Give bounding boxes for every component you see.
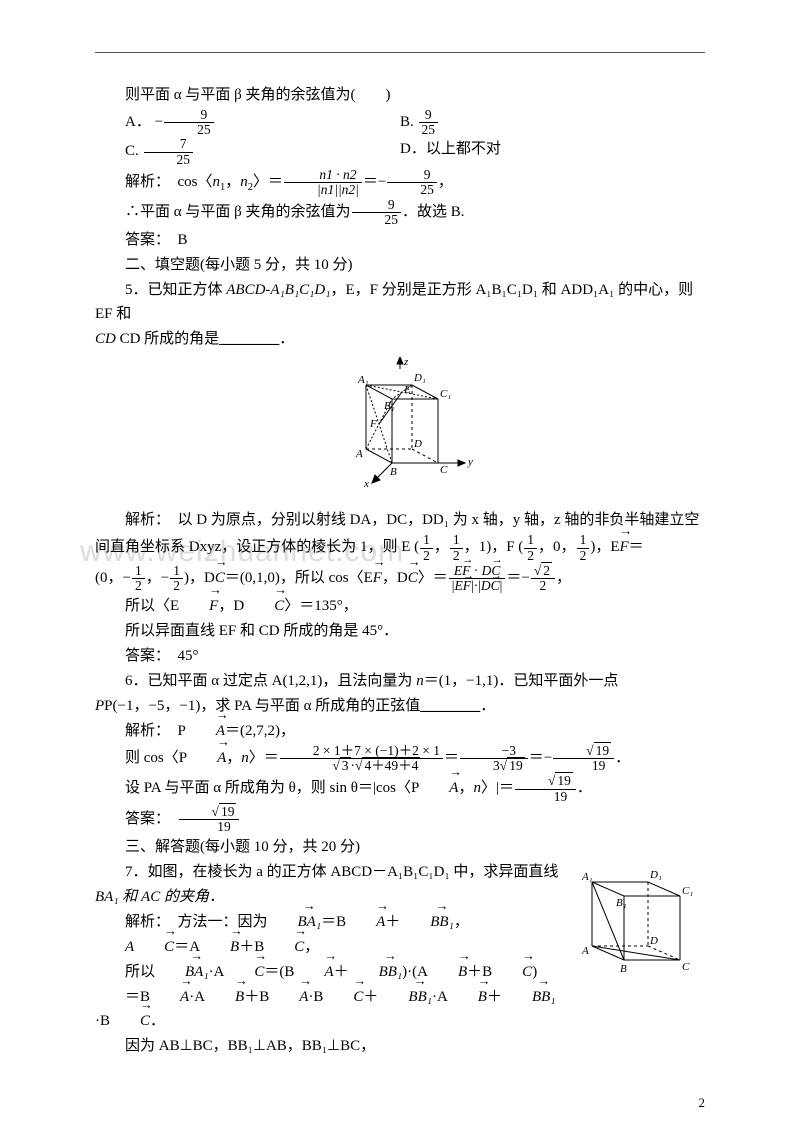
q5-figure: A₁ D₁ C₁ B₁ A D C B E F z y x [95,357,705,502]
q5-l2: CD CD 所成的角是________． [95,327,705,351]
svg-text:A₁: A₁ [581,871,593,883]
q4-sol1: 解析： cos〈n1，n2〉＝n1 · n2|n1||n2|＝−925， [95,168,705,197]
q4-sol2: ∴平面 α 与平面 β 夹角的余弦值为925．故选 B. [95,198,705,227]
q7-sol5: 因为 AB⊥BC，BB₁⊥AB，BB₁⊥BC， [95,1034,705,1058]
q4-B-label: B. [400,114,414,130]
q5-ans: 答案： 45° [95,644,705,668]
q5-sol4: 所以〈E→F，D→C〉＝135°， [95,594,705,618]
q4-ans: 答案： B [95,228,705,252]
svg-text:A: A [355,448,363,460]
q5-sol5: 所以异面直线 EF 和 CD 所成的角是 45°． [95,619,705,643]
section2-title: 二、填空题(每小题 5 分，共 10 分) [95,253,705,277]
svg-text:y: y [467,456,473,468]
q4-A-label: A． [125,114,151,130]
svg-text:B₁: B₁ [384,400,395,412]
svg-text:F: F [369,418,377,430]
q4-stem: 则平面 α 与平面 β 夹角的余弦值为( ) [95,83,705,107]
q4-A-sign: − [155,114,163,130]
q5-l1: 5．已知正方体 ABCD­-A₁B₁C₁D₁，E，F 分别是正方形 A₁B₁C₁… [95,278,705,326]
content: 则平面 α 与平面 β 夹角的余弦值为( ) A． −925 B. 925 C.… [95,83,705,1058]
q4-C-label: C. [125,143,139,159]
q6-ans: 答案： √1919 [95,805,705,834]
q7-figure: A₁ D₁ C₁ B₁ A D C B [570,860,705,985]
svg-text:A₁: A₁ [357,374,369,386]
svg-text:D₁: D₁ [413,372,426,384]
q4-opts-row2: C. 725 D．以上都不对 [95,137,705,166]
svg-text:C₁: C₁ [440,388,451,400]
svg-text:E: E [403,384,411,396]
svg-text:C: C [682,961,690,973]
svg-text:z: z [403,357,409,368]
svg-text:C₁: C₁ [682,885,693,897]
svg-text:D: D [413,438,422,450]
q4-opts-row1: A． −925 B. 925 [95,108,705,137]
q6-l1: 6．已知平面 α 过定点 A(1,2,1)，且法向量为 n＝(1，−1,1)．已… [95,669,705,693]
q6-sol3: 设 PA 与平面 α 所成角为 θ，则 sin θ＝|cos〈P→A，n〉|＝√… [95,774,705,803]
q7-sol4: ＝B→A·A→B＋B→A·B→C＋→BB₁·A→B＋→BB₁·B→C． [95,985,705,1033]
q5-sol1: 解析： 以 D 为原点，分别以射线 DA，DC，DD₁ 为 x 轴，y 轴，z … [95,508,705,532]
svg-text:B: B [620,963,627,975]
svg-text:x: x [363,478,369,490]
section3-title: 三、解答题(每小题 10 分，共 20 分) [95,835,705,859]
svg-text:A: A [581,945,589,957]
page-number: 2 [699,1093,706,1114]
q4-D: D．以上都不对 [400,137,705,166]
svg-text:C: C [440,464,448,476]
svg-text:B: B [390,466,397,478]
svg-text:B₁: B₁ [616,897,627,909]
svg-text:D₁: D₁ [649,869,662,881]
q5-sol2: 间直角坐标系 Dxyz，设正方体的棱长为 1，则 E (12，12，1)，F (… [95,533,705,562]
svg-text:D: D [649,935,658,947]
q6-sol2: 则 cos〈P→A，n〉＝2 × 1＋7 × (−1)＋2 × 1√3·√4＋4… [95,744,705,773]
